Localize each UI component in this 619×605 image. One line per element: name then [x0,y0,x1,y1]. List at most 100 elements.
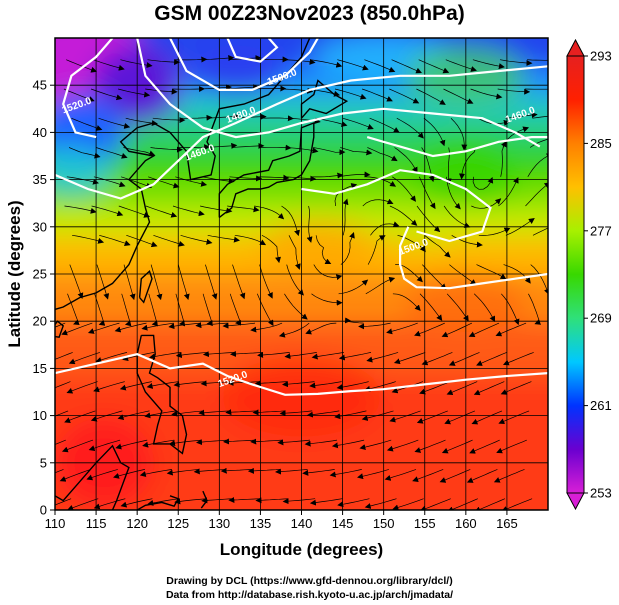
streamline-arrow [416,205,441,233]
streamline-arrow [412,469,444,482]
streamline-arrow [528,293,542,325]
streamline-arrow [497,88,531,95]
streamline-arrow [286,264,304,296]
x-tick-label: 130 [208,516,230,531]
streamline-arrow [505,218,535,236]
streamline-arrow [418,176,436,210]
streamline-arrow [530,264,548,295]
contour-1520-north [62,38,114,139]
coastline-hainan [55,320,65,338]
streamline-arrow [145,88,178,95]
streamline-arrow [229,293,242,326]
streamline-arrow [117,410,150,420]
streamline-arrow [338,279,369,295]
streamline-arrow [313,147,346,156]
streamline-arrow [147,59,181,66]
coastline-asia [55,38,311,311]
streamline-arrow [250,322,283,333]
streamline-arrow [336,381,369,391]
streamline-arrow [329,469,362,478]
streamline-arrow [338,352,372,361]
streamline-arrow [423,117,446,147]
streamline-arrow [473,293,496,323]
streamline-arrow [118,88,151,98]
streamline-arrow [113,469,145,479]
streamline-arrow [94,293,106,326]
streamline-arrow [446,381,478,396]
streamline-arrow [259,264,273,299]
streamline-arrow [306,205,313,243]
streamline-arrow [501,498,533,510]
streamline-arrow [63,88,95,102]
streamline-arrow [95,352,128,363]
streamline-arrow [205,264,218,300]
coastline-halmahera [200,490,208,509]
streamline-arrow [448,352,480,366]
streamline-arrow [66,381,98,394]
streamline-arrow [458,147,477,180]
x-tick-label: 135 [250,516,272,531]
streamline-arrow [284,293,308,320]
streamline-arrow [114,322,147,333]
height-contours [55,38,548,396]
x-axis-label: Longitude (degrees) [220,540,383,559]
streamline-arrow [337,498,370,508]
streamline-arrow [120,59,153,69]
wind-streamlines [55,55,548,510]
coastline-hokkaido [300,79,349,119]
streamline-arrow [115,439,148,450]
streamline-arrow [496,439,527,454]
streamline-arrow [72,234,105,244]
streamline-arrow [229,175,263,182]
streamline-arrow [422,264,447,290]
streamline-arrow [391,59,423,74]
streamline-arrow [340,231,355,265]
streamline-arrow [389,88,420,104]
streamline-arrow [471,410,503,425]
streamline-arrow [424,235,451,258]
streamline-arrow [443,205,471,228]
streamline-arrow [342,198,349,236]
colorbar-tick-label: 277 [590,223,612,238]
chart-title: GSM 00Z23Nov2023 (850.0hPa) [154,2,465,25]
streamline-arrow [93,498,126,510]
streamline-arrow [389,205,418,226]
y-tick-label: 10 [33,408,47,423]
streamline-arrow [304,439,338,447]
streamline-arrow [148,176,180,189]
streamline-arrow [309,381,342,389]
streamline-arrow [258,144,292,151]
coastline-philippines [136,334,188,455]
streamline-arrow [177,264,190,301]
streamline-arrow [441,439,473,454]
streamline-arrow [502,352,534,366]
x-tick-label: 155 [414,516,436,531]
contour-1460-north [169,38,319,91]
streamline-arrow [120,498,153,508]
streamline-arrow [55,322,66,328]
streamline-arrow [414,439,446,453]
streamline-arrow [200,205,233,214]
streamline-arrow [419,381,451,395]
streamline-arrow [340,147,373,156]
streamline-arrow [311,352,344,360]
streamline-arrow [471,198,502,209]
map-plot-area: 1520.01500.01480.01460.01460.01500.01520… [5,37,612,559]
streamline-arrow [226,84,260,91]
streamline-arrow [447,498,478,510]
streamline-arrow [88,439,121,452]
streamline-arrow [472,59,505,70]
streamline-arrow [55,469,64,474]
streamline-arrow [175,293,186,327]
y-tick-label: 35 [33,172,47,187]
streamline-arrow [309,498,343,506]
streamline-arrow [527,153,548,177]
streamline-arrow [369,117,400,133]
streamline-arrow [96,147,128,159]
colorbar: 253 261 269 277 285 293 [566,38,612,511]
streamline-arrow [367,147,398,162]
streamline-arrow [392,293,421,312]
streamline-arrow [206,113,240,120]
streamline-arrow [418,59,450,74]
